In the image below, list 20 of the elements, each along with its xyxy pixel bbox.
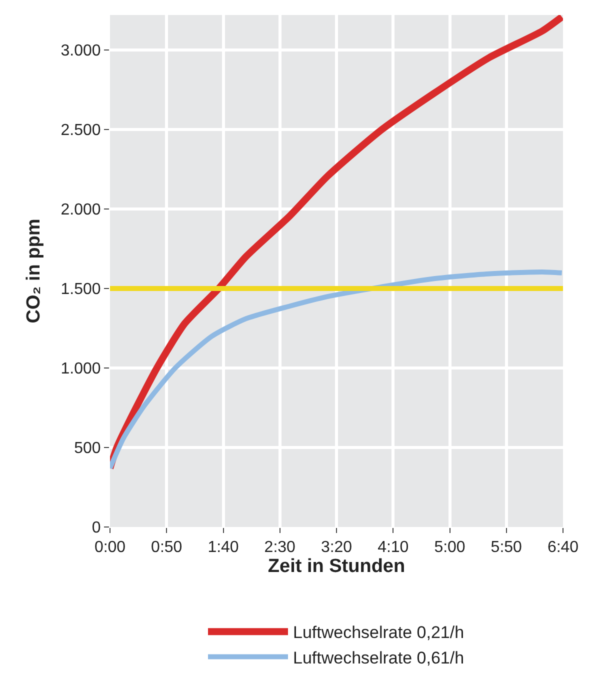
y-axis-title: CO₂ in ppm bbox=[24, 218, 45, 324]
y-tick-label: 0 bbox=[92, 520, 101, 537]
y-tick-label: 3.000 bbox=[60, 42, 101, 60]
x-tick-label: 4:10 bbox=[378, 539, 409, 556]
y-tick-label: 1.000 bbox=[60, 360, 101, 378]
x-tick-label: 5:50 bbox=[490, 539, 522, 556]
y-tick-label: 2.500 bbox=[60, 122, 101, 140]
legend-label: Luftwechselrate 0,61/h bbox=[293, 648, 464, 668]
y-tick-label: 500 bbox=[74, 440, 101, 458]
x-tick-label: 1:40 bbox=[208, 539, 239, 556]
x-tick-label: 6:40 bbox=[547, 539, 579, 556]
x-tick-label: 2:30 bbox=[264, 539, 296, 556]
x-axis-title: Zeit in Stunden bbox=[268, 556, 406, 578]
legend-label: Luftwechselrate 0,21/h bbox=[293, 623, 464, 642]
y-tick-label: 2.000 bbox=[60, 202, 101, 219]
x-tick-label: 0:00 bbox=[94, 539, 126, 556]
x-tick-label: 3:20 bbox=[320, 539, 352, 556]
x-tick-label: 5:00 bbox=[434, 539, 466, 556]
x-tick-label: 0:50 bbox=[151, 539, 182, 556]
y-tick-label: 1.500 bbox=[60, 281, 101, 298]
